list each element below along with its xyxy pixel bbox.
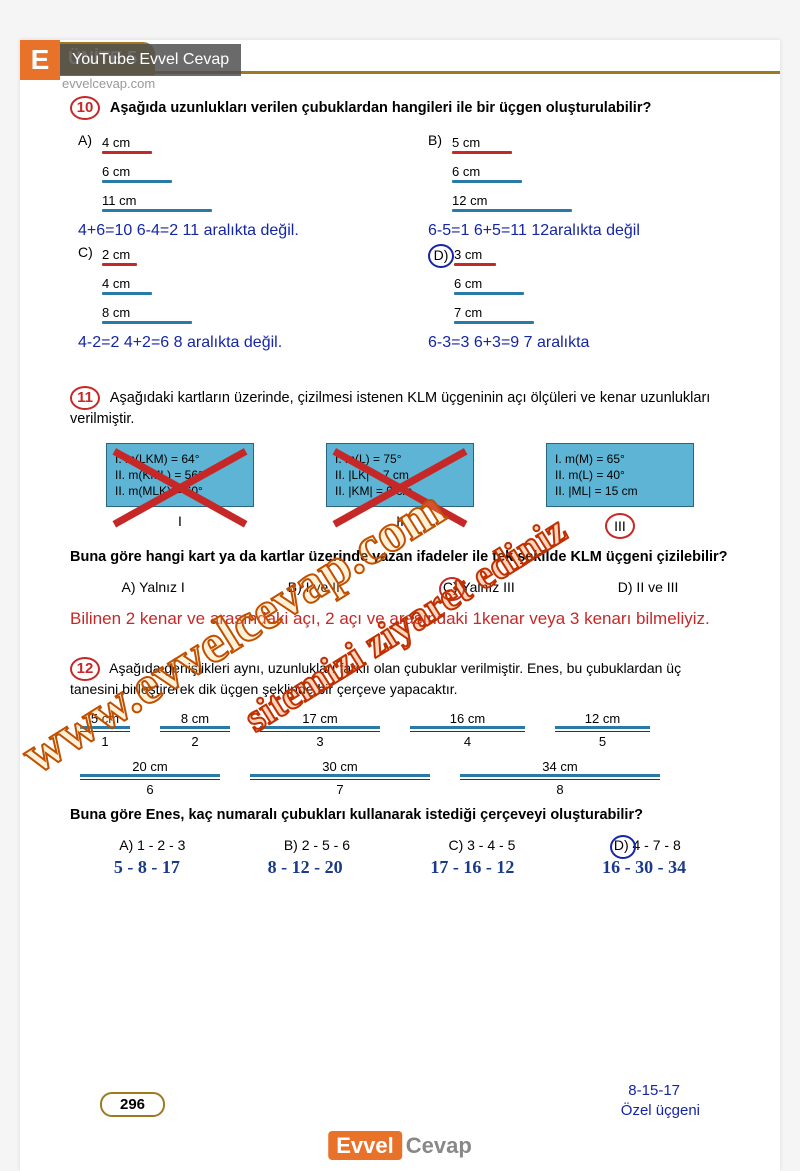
length-bar: 7 cm (454, 305, 534, 324)
q10-number: 10 (70, 96, 100, 120)
q12-handwriting: 8 - 12 - 20 (268, 857, 343, 878)
q12-extra1: 8-15-17 (628, 1082, 680, 1099)
page: E YouTube Evvel Cevap evvelcevap.com ÜNİ… (20, 40, 780, 1171)
page-number: 296 (100, 1092, 165, 1117)
q11-option: C) Yalnız III (443, 579, 515, 595)
site-badge: E (20, 40, 60, 80)
length-bar: 2 cm (102, 247, 192, 266)
q11-option: B) I ve II (288, 579, 340, 595)
card-line: II. m(MLK) = 60° (115, 484, 245, 498)
q12-bar: 8 cm2 (160, 711, 230, 749)
q12-handwriting: 5 - 8 - 17 (114, 857, 180, 878)
top-bar: E YouTube Evvel Cevap (20, 40, 780, 80)
q11-card: I. m(M) = 65° II. m(L) = 40° II. |ML| = 15… (546, 443, 694, 539)
q12-bar: 17 cm3 (260, 711, 380, 749)
q12-bar: 16 cm4 (410, 711, 525, 749)
length-bar: 8 cm (102, 305, 192, 324)
q12-text: Aşağıda genişlikleri aynı, uzunlukları f… (70, 660, 681, 697)
length-bar: 4 cm (102, 135, 212, 154)
q10-annotation: 4-2=2 4+2=6 8 aralıkta değil. (78, 334, 380, 352)
q12-option: C) 3 - 4 - 5 (448, 837, 515, 853)
length-bar: 5 cm (452, 135, 572, 154)
card-line: II. m(L) = 40° (555, 468, 685, 482)
question-10: 10 Aşağıda uzunlukları verilen çubuklard… (70, 96, 730, 352)
card-label: III (605, 513, 635, 539)
q12-option: B) 2 - 5 - 6 (284, 837, 350, 853)
q12-option: A) 1 - 2 - 3 (119, 837, 185, 853)
length-bar: 12 cm (452, 193, 572, 212)
q12-number: 12 (70, 657, 100, 681)
question-11: 11 Aşağıdaki kartların üzerinde, çizilme… (70, 386, 730, 629)
q10-option-A: A)4 cm 6 cm 11 cm 4+6=10 6-4=2 11 aralıkta … (70, 132, 380, 240)
q11-subquestion: Buna göre hangi kart ya da kartlar üzeri… (70, 549, 730, 565)
card-label: I (106, 513, 254, 529)
q10-opt-label: A) (78, 132, 102, 148)
content: 10 Aşağıda uzunlukları verilen çubuklard… (20, 76, 780, 878)
q11-card: I. m(L) = 75° II. |LK| = 7 cm II. |KM| = 9… (326, 443, 474, 539)
q10-option-B: B)5 cm 6 cm 12 cm 6-5=1 6+5=11 12aralıkta d… (420, 132, 730, 240)
card-label: II (326, 513, 474, 529)
card-line: I. m(L) = 75° (335, 452, 465, 466)
length-bar: 3 cm (454, 247, 534, 266)
q10-option-C: C)2 cm 4 cm 8 cm 4-2=2 4+2=6 8 aralıkta değ… (70, 244, 380, 352)
q12-extra2: Özel üçgeni (621, 1102, 700, 1119)
card-line: II. |ML| = 15 cm (555, 484, 685, 498)
q12-bar: 30 cm7 (250, 759, 430, 797)
q10-annotation: 6-5=1 6+5=11 12aralıkta değil (428, 222, 730, 240)
length-bar: 11 cm (102, 193, 212, 212)
q10-annotation: 4+6=10 6-4=2 11 aralıkta değil. (78, 222, 380, 240)
card-line: I. m(M) = 65° (555, 452, 685, 466)
length-bar: 6 cm (452, 164, 572, 183)
q10-opt-label: B) (428, 132, 452, 148)
card-line: II. m(KML) = 56° (115, 468, 245, 482)
q10-option-D: D)3 cm 6 cm 7 cm 6-3=3 6+3=9 7 aralıkta (420, 244, 730, 352)
q12-bar: 34 cm8 (460, 759, 660, 797)
length-bar: 6 cm (102, 164, 212, 183)
footer-logo: EvvelCevap (328, 1133, 472, 1159)
footer-cevap: Cevap (406, 1133, 472, 1158)
card-line: I. m(LKM) = 64° (115, 452, 245, 466)
q10-opt-label: D) (428, 244, 454, 268)
length-bar: 4 cm (102, 276, 192, 295)
q10-opt-label: C) (78, 244, 102, 260)
q12-bar: 5 cm1 (80, 711, 130, 749)
card-line: II. |KM| = 9 cm (335, 484, 465, 498)
q12-handwriting: 16 - 30 - 34 (602, 857, 686, 878)
q11-annotation: Bilinen 2 kenar ve arasındaki açı, 2 açı… (70, 609, 730, 629)
q11-card: I. m(LKM) = 64° II. m(KML) = 56° II. m(MLK… (106, 443, 254, 539)
question-12: 12 Aşağıda genişlikleri aynı, uzunluklar… (70, 657, 730, 878)
q11-number: 11 (70, 386, 100, 410)
footer-evvel: Evvel (328, 1131, 402, 1160)
q12-handwriting: 17 - 16 - 12 (430, 857, 514, 878)
q12-subquestion: Buna göre Enes, kaç numaralı çubukları k… (70, 807, 730, 823)
q11-option: D) II ve III (618, 579, 679, 595)
q10-annotation: 6-3=3 6+3=9 7 aralıkta (428, 334, 730, 352)
youtube-label: YouTube Evvel Cevap (60, 44, 241, 76)
q11-option: A) Yalnız I (122, 579, 185, 595)
card-line: II. |LK| = 7 cm (335, 468, 465, 482)
length-bar: 6 cm (454, 276, 534, 295)
q11-text: Aşağıdaki kartların üzerinde, çizilmesi … (70, 390, 710, 427)
q12-bar: 12 cm5 (555, 711, 650, 749)
q10-text: Aşağıda uzunlukları verilen çubuklardan … (110, 100, 651, 116)
q12-option: D) 4 - 7 - 8 (614, 837, 681, 853)
q12-bar: 20 cm6 (80, 759, 220, 797)
